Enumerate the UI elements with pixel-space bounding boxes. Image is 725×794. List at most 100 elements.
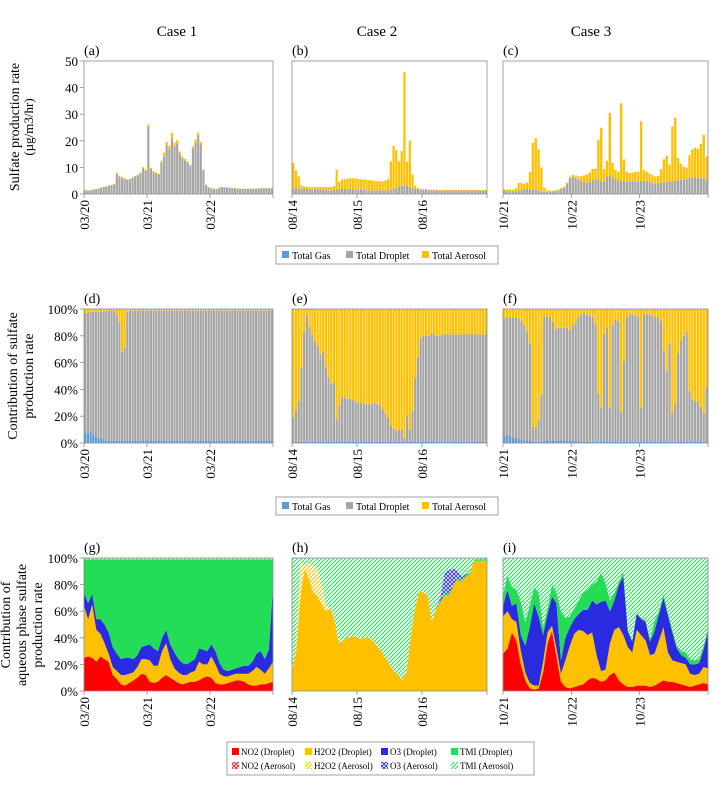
legend-contribution-gas: Total Gas [292, 502, 331, 513]
panel-d-bar-total-aerosol [103, 309, 105, 312]
panel-e-bar-total-droplet [360, 403, 362, 442]
panel-b-bar-total-droplet [341, 189, 343, 194]
panel-e-bar-total-aerosol [292, 309, 294, 418]
panel-f-bar-total-droplet [569, 330, 571, 440]
panel-d-bar-total-droplet [208, 310, 210, 440]
panel-f-bar-total-aerosol [617, 309, 619, 321]
panel-f-bar-total-droplet [617, 321, 619, 442]
panel-d-bar-total-droplet [234, 310, 236, 440]
panel-d-bar-total-droplet [244, 310, 246, 440]
panel-f-bar-total-droplet [703, 414, 705, 442]
panel-b-bar-total-aerosol [392, 146, 394, 189]
panel-b-bar-total-aerosol [341, 179, 343, 189]
panel-b-bar-total-aerosol [463, 190, 465, 191]
panel-d-xtick-label: 03/20 [77, 449, 92, 479]
panel-b-bar-total-droplet [479, 191, 481, 194]
panel-c-bar-total-aerosol [623, 159, 625, 181]
panel-d-bar-total-aerosol [126, 309, 128, 312]
panel-d-bar-total-droplet [221, 310, 223, 440]
panel-b-bar-total-droplet [452, 191, 454, 194]
panel-c-bar-total-droplet [552, 192, 554, 194]
panel-e-bar-total-droplet [371, 404, 373, 442]
panel-c-bar-total-droplet [629, 182, 631, 194]
panel-b-bar-total-aerosol [303, 186, 305, 189]
panel-e-bar-total-aerosol [368, 309, 370, 404]
panel-b-bar-total-droplet [308, 189, 310, 194]
panel-c-bar-total-aerosol [700, 144, 702, 179]
panel-e-xtick-label: 08/16 [415, 449, 430, 479]
panel-a-bar-total-droplet [184, 160, 186, 193]
panel-e-bar-total-aerosol [363, 309, 365, 404]
panel-f-bar-total-droplet [668, 344, 670, 442]
panel-b-bar-total-aerosol [363, 179, 365, 190]
panel-e-bar-total-aerosol [371, 309, 373, 404]
panel-a-bar-total-droplet [176, 143, 178, 193]
panel-e-bar-total-droplet [355, 401, 357, 441]
panel-f-bar-total-gas [529, 440, 531, 443]
panel-a-bar-total-droplet [179, 154, 181, 194]
panel-a-bar-total-aerosol [179, 151, 181, 153]
panel-f-bar-total-droplet [603, 334, 605, 441]
panel-f-bar-total-gas [503, 436, 505, 443]
panel-b-bar-total-aerosol [476, 190, 478, 191]
legend-no2-droplet: NO2 (Droplet) [241, 747, 294, 757]
panel-c-bar-total-droplet [640, 181, 642, 194]
panel-d-bar-total-gas [221, 440, 223, 443]
panel-d-bar-total-gas [181, 440, 183, 443]
panel-f-bar-total-aerosol [574, 309, 576, 322]
panel-e-bar-total-droplet [365, 404, 367, 442]
panel-e-bar-total-aerosol [379, 309, 381, 405]
rate-axis-label-line2: (µg/m3/hr) [21, 98, 36, 155]
panel-c-bar-total-aerosol [520, 183, 522, 190]
panel-b-bar-total-droplet [303, 189, 305, 194]
panel-b-bar-total-aerosol [406, 162, 408, 186]
panel-c-bar-total-aerosol [552, 191, 554, 192]
panel-e-bar-total-aerosol [428, 309, 430, 336]
panel-c-bar-total-droplet [674, 181, 676, 194]
panel-c-bar-total-droplet [668, 182, 670, 194]
panel-b-bar-total-droplet [425, 190, 427, 194]
legend-tmi-aerosol: TMI (Aerosol) [460, 761, 513, 771]
panel-f-xtick-label: 10/23 [633, 449, 648, 479]
panel-f-bar-total-aerosol [586, 309, 588, 314]
panel-d-bar-total-droplet [231, 310, 233, 440]
panel-e-bar-total-aerosol [466, 309, 468, 334]
panel-c-bar-total-aerosol [648, 174, 650, 183]
panel-f-bar-total-aerosol [634, 309, 636, 316]
panel-e-bar-total-aerosol [476, 309, 478, 334]
panel-c-bar-total-droplet [671, 181, 673, 194]
panel-c-bar-total-aerosol [515, 188, 517, 191]
panel-c-bar-total-droplet [685, 179, 687, 194]
panel-b-xtick-label: 08/14 [285, 200, 300, 230]
panel-a-bar-total-droplet [121, 178, 123, 193]
panel-e-bar-total-droplet [444, 334, 446, 441]
panel-a-bar-total-aerosol [147, 125, 149, 127]
panel-c-bar-total-aerosol [629, 173, 631, 182]
panel-a-bar-total-droplet [160, 163, 162, 194]
panel-a-ytick-label: 10 [65, 160, 78, 175]
panel-c-xtick-label: 10/23 [633, 200, 648, 230]
panel-b-bar-total-aerosol [403, 72, 405, 186]
panel-d-bar-total-gas [239, 440, 241, 443]
legend-rate-gas: Total Gas [292, 251, 331, 262]
panel-e-bar-total-aerosol [474, 309, 476, 334]
panel-f-bar-total-droplet [600, 408, 602, 442]
panel-a-bar-total-aerosol [131, 177, 133, 178]
panel-e-bar-total-droplet [482, 334, 484, 441]
panel-c-bar-total-droplet [677, 180, 679, 193]
panel-a-bar-total-droplet [194, 142, 196, 193]
panel-f-bar-total-gas [526, 440, 528, 443]
panel-c-bar-total-aerosol [611, 163, 613, 177]
panel-d-bar-total-gas [208, 440, 210, 443]
panel-c-bar-total-aerosol [569, 177, 571, 179]
panel-e-bar-total-droplet [411, 411, 413, 442]
panel-e-bar-total-droplet [336, 419, 338, 442]
panel-a-ytick-label: 20 [65, 134, 78, 149]
panel-f-bar-total-aerosol [563, 309, 565, 328]
panel-a-bar-total-droplet [221, 187, 223, 193]
panel-f-bar-total-droplet [574, 322, 576, 440]
panel-c-bar-total-aerosol [600, 128, 602, 181]
panel-f-bar-total-aerosol [691, 309, 693, 399]
panel-b-bar-total-aerosol [308, 187, 310, 189]
